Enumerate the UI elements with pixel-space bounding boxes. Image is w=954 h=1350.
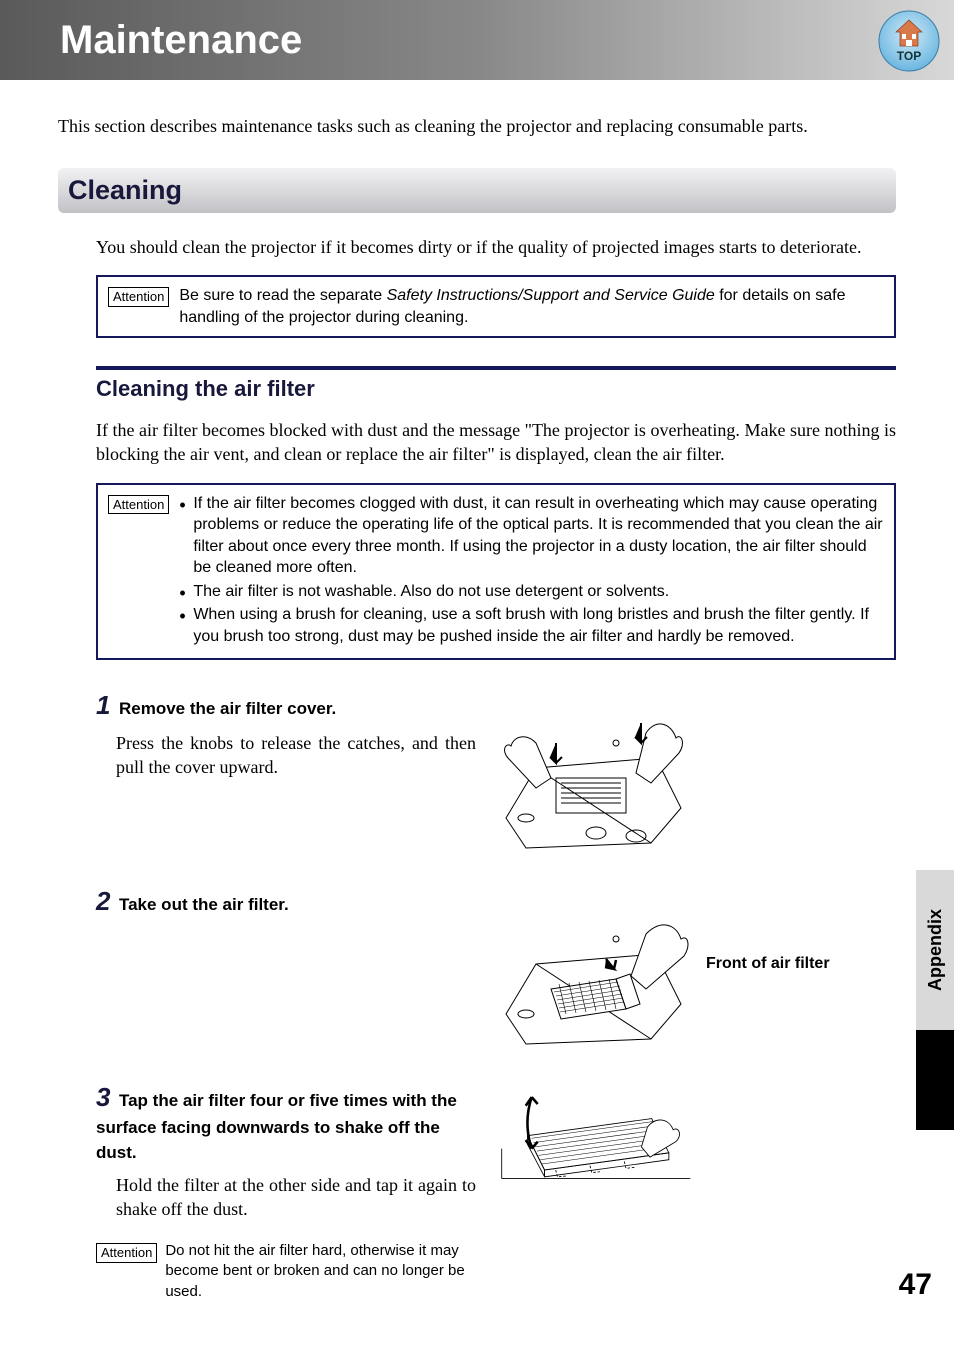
section-heading-bar: Cleaning [58, 168, 896, 212]
attention-body-2: If the air filter becomes clogged with d… [179, 493, 884, 650]
side-tab-label: Appendix [925, 909, 946, 991]
step-illustration-3 [496, 1080, 896, 1200]
attention-box-1: Attention Be sure to read the separate S… [96, 275, 896, 338]
attention-box-2: Attention If the air filter becomes clog… [96, 483, 896, 660]
step-row-3: 3 Tap the air filter four or five times … [96, 1080, 896, 1302]
attention-label: Attention [96, 1243, 157, 1263]
step-title: Tap the air filter four or five times wi… [96, 1091, 457, 1162]
attention-label: Attention [108, 495, 169, 515]
illustration-caption: Front of air filter [706, 954, 830, 975]
section-title: Cleaning [68, 175, 182, 205]
cleaning-intro: You should clean the projector if it bec… [96, 235, 896, 259]
step-text: 3 Tap the air filter four or five times … [96, 1080, 476, 1302]
step-desc: Press the knobs to release the catches, … [116, 731, 476, 780]
header-bar: Maintenance TOP [0, 0, 954, 80]
step-illustration-1 [496, 688, 896, 858]
page-title: Maintenance [60, 18, 302, 63]
side-tab-appendix[interactable]: Appendix [916, 870, 954, 1030]
subsection-intro: If the air filter becomes blocked with d… [96, 418, 896, 467]
step-number: 2 [96, 886, 110, 916]
subsection-rule [96, 366, 896, 370]
attention-item: If the air filter becomes clogged with d… [179, 493, 884, 579]
step-desc: Hold the filter at the other side and ta… [116, 1173, 476, 1222]
section-body: You should clean the projector if it bec… [58, 235, 896, 1302]
step-illustration-2: Front of air filter [496, 884, 896, 1054]
attention-text-3: Do not hit the air filter hard, otherwis… [165, 1241, 476, 1302]
attention-label: Attention [108, 287, 169, 307]
page-number: 47 [899, 1268, 932, 1302]
step-row-2: 2 Take out the air filter. [96, 884, 896, 1054]
attention-list: If the air filter becomes clogged with d… [179, 493, 884, 648]
step-text: 1 Remove the air filter cover. Press the… [96, 688, 476, 796]
step-title: Remove the air filter cover. [119, 699, 336, 718]
attention-item: When using a brush for cleaning, use a s… [179, 604, 884, 647]
intro-text: This section describes maintenance tasks… [58, 114, 896, 138]
step-number: 1 [96, 690, 110, 720]
svg-text:TOP: TOP [897, 49, 921, 63]
step-text: 2 Take out the air filter. [96, 884, 476, 919]
top-badge-icon[interactable]: TOP [878, 10, 940, 72]
attention-box-3: Attention Do not hit the air filter hard… [96, 1241, 476, 1302]
step-row-1: 1 Remove the air filter cover. Press the… [96, 688, 896, 858]
step-title: Take out the air filter. [119, 895, 289, 914]
subsection-title: Cleaning the air filter [96, 374, 896, 404]
attention-item: The air filter is not washable. Also do … [179, 581, 884, 603]
side-tab-black [916, 1030, 954, 1130]
step-number: 3 [96, 1082, 110, 1112]
attention-body-1: Be sure to read the separate Safety Inst… [179, 285, 884, 328]
content-area: This section describes maintenance tasks… [0, 80, 954, 1322]
